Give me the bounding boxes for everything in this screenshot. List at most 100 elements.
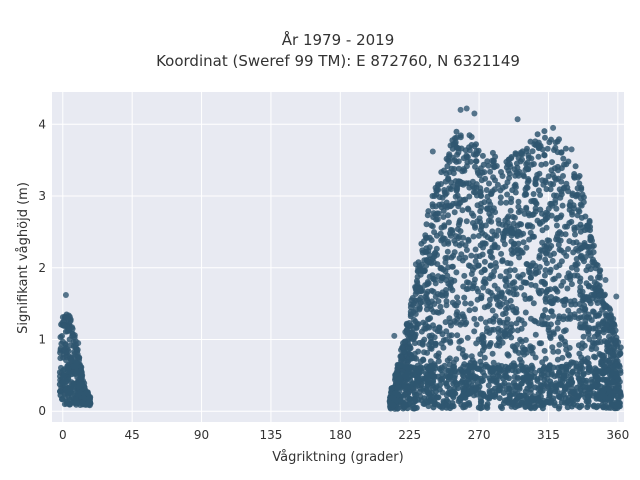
scatter-point <box>76 381 83 388</box>
x-tick-label: 180 <box>329 428 352 442</box>
scatter-point <box>515 203 522 210</box>
scatter-point <box>442 380 449 387</box>
scatter-point <box>449 299 456 306</box>
scatter-point <box>599 298 606 305</box>
scatter-point <box>532 282 539 289</box>
scatter-point <box>522 166 529 173</box>
scatter-point <box>524 184 531 191</box>
scatter-point <box>574 185 581 192</box>
scatter-point <box>448 254 455 261</box>
scatter-point <box>458 240 465 247</box>
scatter-point <box>463 379 469 386</box>
scatter-point <box>550 124 557 131</box>
scatter-point <box>445 367 452 374</box>
scatter-point <box>578 380 585 387</box>
scatter-point <box>529 350 536 357</box>
scatter-point <box>449 287 456 294</box>
scatter-point <box>532 267 539 274</box>
scatter-point <box>558 212 565 219</box>
scatter-point <box>508 324 514 331</box>
scatter-point <box>438 169 445 176</box>
scatter-point <box>582 379 589 386</box>
scatter-point <box>581 240 588 246</box>
scatter-point <box>497 187 504 194</box>
scatter-point <box>578 402 585 409</box>
y-tick-labels: 0 1 2 3 4 <box>38 117 46 418</box>
scatter-point <box>399 345 406 352</box>
scatter-point <box>550 312 557 319</box>
scatter-point <box>74 351 81 358</box>
scatter-point <box>540 397 547 404</box>
scatter-point <box>423 306 430 313</box>
scatter-point <box>548 242 555 249</box>
scatter-point <box>601 292 608 299</box>
scatter-point <box>609 379 616 386</box>
scatter-point <box>505 288 512 295</box>
scatter-point <box>495 227 502 234</box>
scatter-point <box>416 305 423 311</box>
scatter-point <box>393 371 400 377</box>
scatter-point <box>432 293 439 300</box>
scatter-point <box>447 339 454 346</box>
scatter-point <box>458 251 465 258</box>
scatter-point <box>555 167 561 174</box>
y-tick-label: 2 <box>38 261 46 275</box>
scatter-point <box>456 313 462 320</box>
scatter-point <box>549 159 555 166</box>
scatter-point <box>577 288 583 295</box>
scatter-point <box>447 319 454 326</box>
scatter-point <box>541 280 548 287</box>
scatter-point <box>412 261 419 268</box>
scatter-point <box>490 157 497 164</box>
scatter-point <box>541 128 548 135</box>
scatter-point <box>511 267 518 274</box>
scatter-point <box>419 266 426 273</box>
scatter-point <box>559 298 566 304</box>
scatter-point <box>536 289 543 296</box>
scatter-point <box>522 296 529 302</box>
scatter-point <box>441 223 448 230</box>
scatter-point <box>600 329 607 336</box>
scatter-point <box>579 191 586 198</box>
scatter-point <box>516 254 523 261</box>
scatter-point <box>75 340 82 347</box>
scatter-point <box>441 189 448 196</box>
scatter-point <box>514 170 521 177</box>
scatter-point <box>495 217 502 224</box>
scatter-point <box>424 382 431 389</box>
scatter-point <box>512 404 519 411</box>
scatter-point <box>444 374 451 380</box>
scatter-point <box>419 375 426 382</box>
scatter-point <box>505 352 512 359</box>
scatter-point <box>538 382 545 389</box>
scatter-point <box>520 239 527 246</box>
scatter-point <box>565 351 572 358</box>
scatter-point <box>548 381 555 388</box>
scatter-point <box>433 232 440 239</box>
scatter-point <box>445 219 452 226</box>
scatter-point <box>547 333 553 340</box>
scatter-point <box>488 190 495 197</box>
scatter-point <box>535 187 542 194</box>
scatter-point <box>444 357 451 364</box>
scatter-point <box>416 286 423 293</box>
scatter-point <box>527 381 534 388</box>
scatter-point <box>466 390 473 397</box>
y-axis-title: Signifikant våghöjd (m) <box>16 182 31 334</box>
scatter-point <box>521 351 528 358</box>
scatter-point <box>606 348 613 355</box>
scatter-point <box>529 148 536 155</box>
scatter-point <box>465 367 472 374</box>
scatter-point <box>485 382 492 389</box>
scatter-point <box>489 368 496 375</box>
scatter-point <box>573 266 580 273</box>
scatter-point <box>527 389 534 396</box>
scatter-point <box>477 208 484 215</box>
scatter-point <box>427 339 434 346</box>
scatter-point <box>457 106 464 113</box>
scatter-point <box>580 199 587 206</box>
x-tick-label: 360 <box>606 428 629 442</box>
scatter-point <box>544 210 551 217</box>
scatter-point <box>466 184 473 191</box>
scatter-point <box>495 382 502 389</box>
